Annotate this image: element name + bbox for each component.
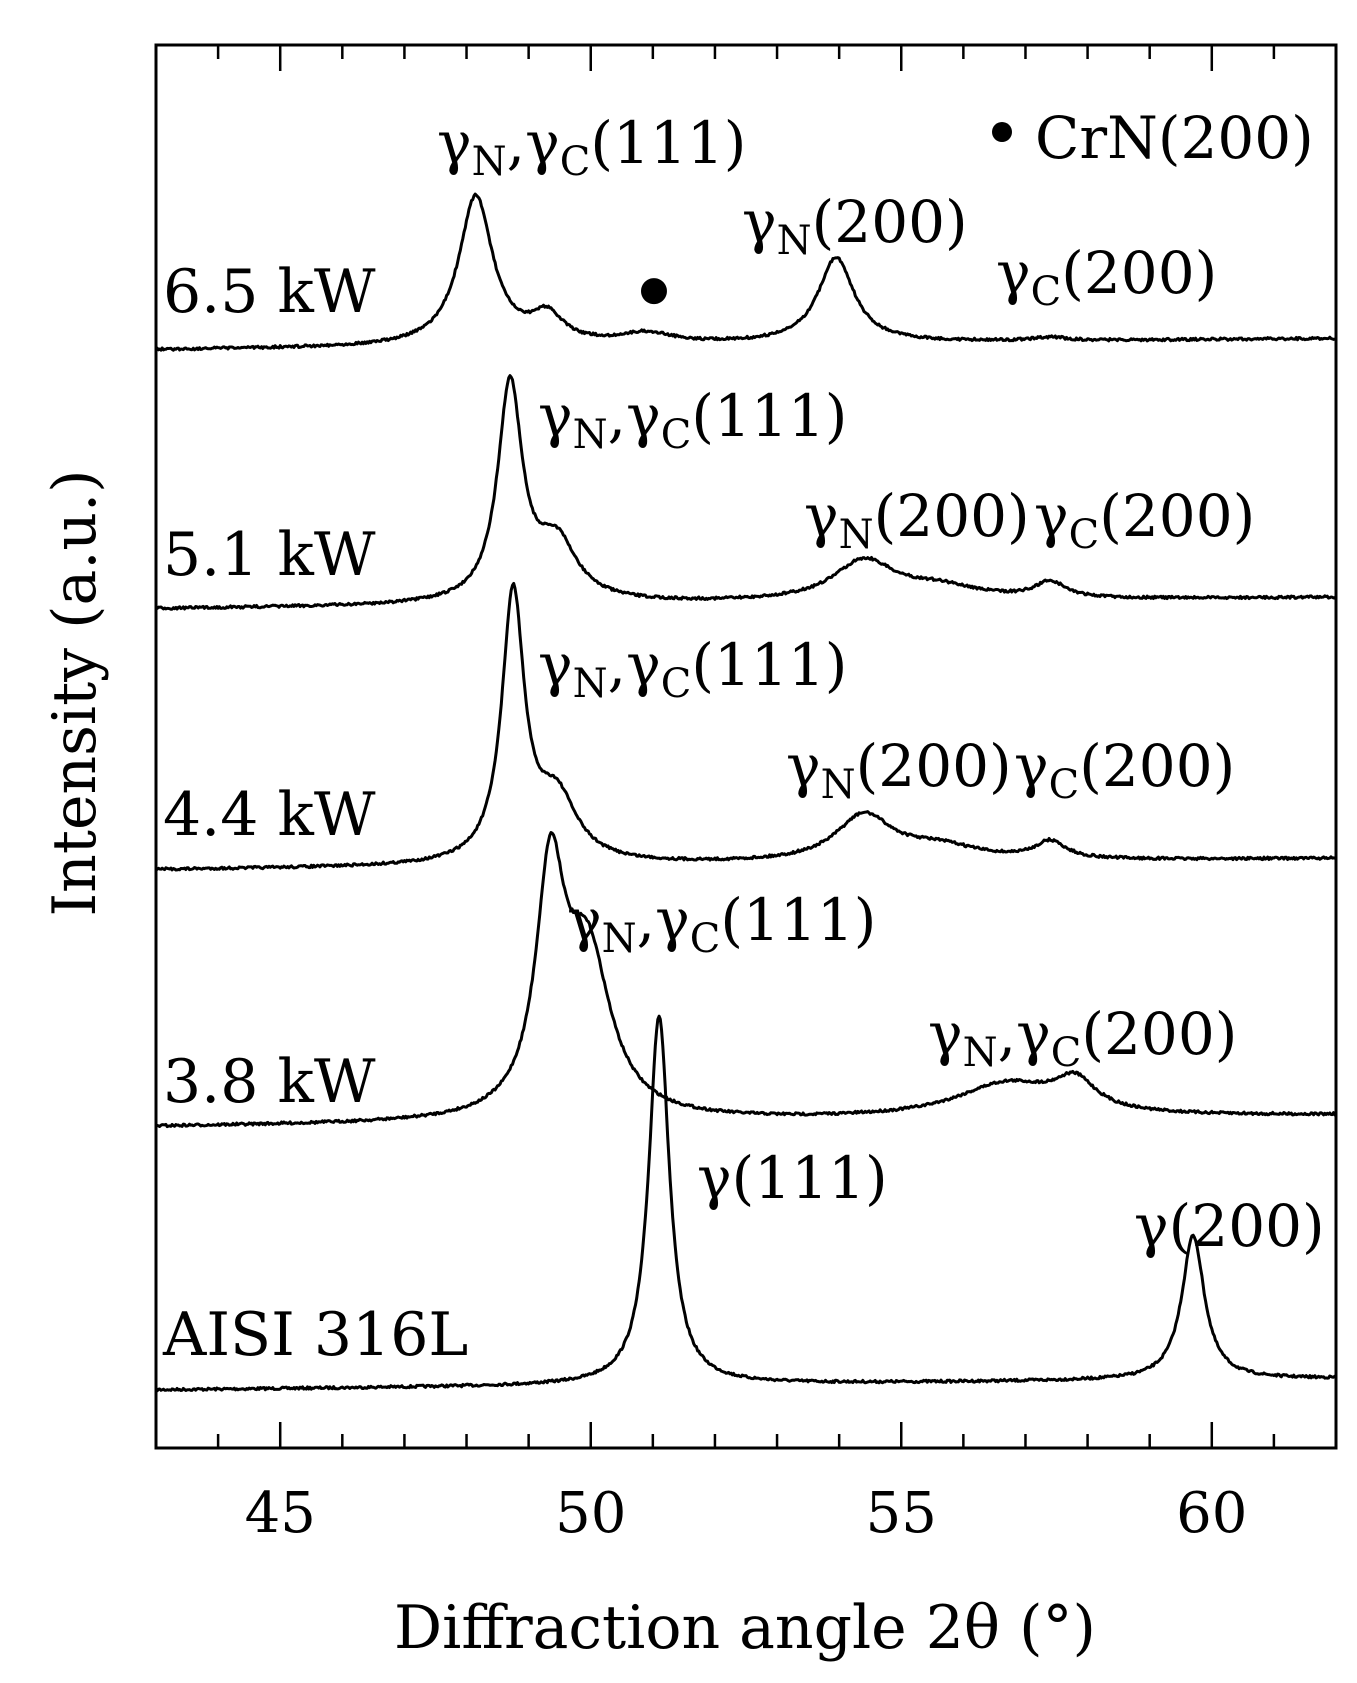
plot-frame: [154, 43, 1338, 1450]
x-tick-label: 45: [245, 1481, 316, 1546]
peak-annotations: γN​,γC​(111)γN​(200)γC​(200)●γN​,γC​(111…: [437, 109, 1325, 1260]
x-tick-label: 60: [1176, 1481, 1247, 1546]
series-label: 3.8 kW: [163, 1047, 376, 1117]
x-axis-label: Diffraction angle 2θ (°): [394, 1593, 1096, 1663]
x-tick-label: 50: [555, 1481, 626, 1546]
crn-marker: ●: [639, 269, 669, 309]
series-label: 5.1 kW: [163, 520, 376, 590]
legend-marker: [992, 122, 1012, 142]
x-axis-tick-labels: 45 50 55 60: [245, 1481, 1248, 1546]
peak-label: γN​,γC​(111): [538, 382, 847, 458]
legend: CrN(200): [992, 104, 1314, 172]
x-axis-ticks: [154, 45, 1338, 1448]
curve-6-5-kw: [155, 192, 1337, 352]
legend-label: CrN(200): [1035, 104, 1314, 172]
peak-label: γ(111): [697, 1144, 888, 1212]
peak-label: γC​(200): [996, 239, 1217, 315]
curve-4-4-kw: [155, 581, 1337, 872]
curve-5-1-kw: [155, 374, 1338, 611]
peak-label: γC​(200): [1034, 482, 1255, 558]
peak-label: γN​(200): [804, 482, 1030, 558]
series-label: AISI 316L: [162, 1300, 468, 1370]
y-axis-label: Intensity (a.u.): [40, 469, 110, 916]
series-label: 6.5 kW: [163, 257, 376, 327]
peak-label: γN​,γC​(111): [538, 631, 847, 707]
peak-label: γC​(200): [1014, 732, 1235, 808]
diffraction-curves: [154, 192, 1338, 1393]
series-label: 4.4 kW: [163, 780, 376, 850]
curve-aisi-316l: [154, 1014, 1338, 1393]
peak-label: γN​(200): [742, 188, 968, 264]
x-tick-label: 55: [866, 1481, 937, 1546]
curve-3-8-kw: [155, 831, 1338, 1129]
peak-label: γN​,γC​(200): [928, 1000, 1237, 1076]
peak-label: γN​,γC​(111): [567, 886, 876, 962]
peak-label: γ(200): [1134, 1192, 1325, 1260]
peak-label: γN​(200): [786, 732, 1012, 808]
series-labels: AISI 316L 3.8 kW 4.4 kW 5.1 kW 6.5 kW: [162, 257, 468, 1370]
peak-label: γN​,γC​(111): [437, 109, 746, 185]
